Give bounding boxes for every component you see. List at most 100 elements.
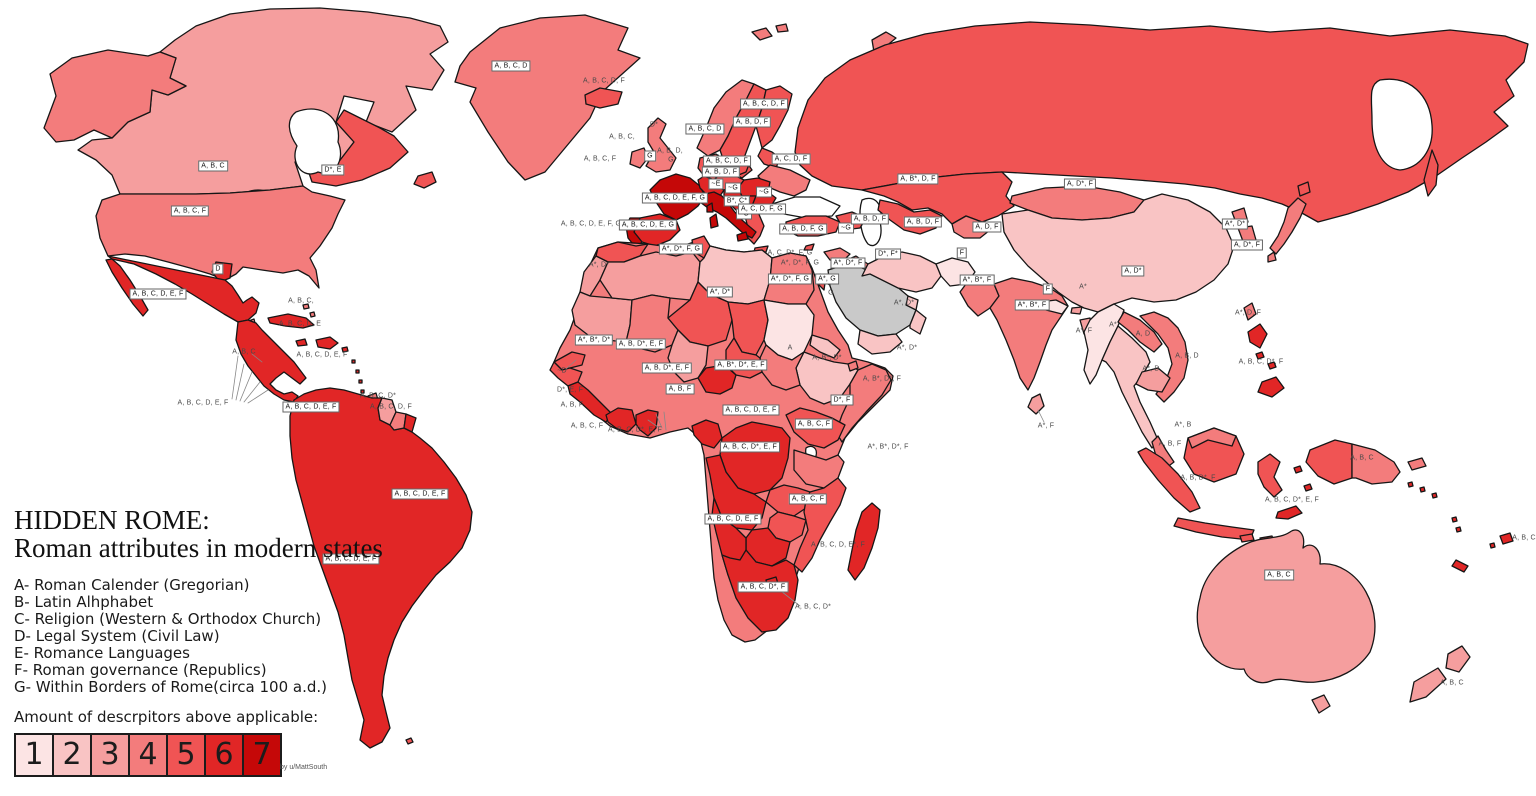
- region-cameroon: [697, 365, 737, 395]
- region-visayas-1: [1255, 351, 1265, 360]
- region-north-korea: [1231, 207, 1249, 229]
- region-antilles-2: [355, 369, 360, 374]
- region-visayas-2: [1267, 361, 1277, 370]
- region-ghana: [635, 409, 659, 437]
- descriptor-d: D- Legal System (Civil Law): [14, 626, 220, 645]
- scale-swatch-6: 6: [204, 732, 244, 777]
- region-lesser-sunda-1: [1239, 533, 1255, 543]
- region-cyprus: [803, 243, 815, 251]
- region-puerto-rico: [341, 346, 349, 353]
- region-cuba: [267, 313, 315, 329]
- descriptor-a: A- Roman Calender (Gregorian): [14, 575, 250, 594]
- region-sicily: [736, 231, 749, 242]
- region-new-britain: [1407, 457, 1427, 471]
- region-madagascar: [847, 502, 881, 581]
- region-djibouti: [847, 360, 859, 372]
- region-corsica: [706, 202, 714, 213]
- region-greenland: [454, 14, 641, 181]
- region-uk: [645, 117, 677, 173]
- region-bhutan: [1070, 306, 1083, 315]
- region-solomons-2: [1419, 486, 1426, 493]
- page-title: HIDDEN ROME:: [14, 505, 210, 535]
- scale-swatch-2: 2: [52, 732, 92, 777]
- scale-swatch-7: 7: [242, 732, 282, 777]
- region-turkey: [785, 215, 841, 237]
- region-japan-honshu: [1269, 197, 1307, 255]
- region-gabon-congo: [691, 419, 723, 449]
- descriptor-c: C- Religion (Western & Orthodox Church): [14, 609, 322, 628]
- region-cambodia: [1135, 367, 1171, 393]
- region-baja: [105, 258, 149, 317]
- region-egypt: [763, 252, 815, 305]
- region-oman: [909, 309, 927, 335]
- scale-swatch-4: 4: [128, 732, 168, 777]
- descriptor-g: G- Within Borders of Rome(circa 100 a.d.…: [14, 677, 327, 696]
- region-west-papua: [1305, 439, 1353, 485]
- region-new-caledonia: [1451, 559, 1469, 573]
- region-papua-new-guinea: [1351, 443, 1401, 485]
- region-svalbard-1: [751, 27, 773, 41]
- sea-of-okhotsk: [1370, 78, 1433, 171]
- region-jamaica: [295, 338, 308, 347]
- region-myanmar: [1083, 303, 1125, 385]
- region-alaska: [43, 49, 187, 143]
- region-newfoundland: [413, 171, 437, 189]
- descriptor-e: E- Romance Languages: [14, 643, 190, 662]
- region-svalbard-2: [775, 23, 789, 33]
- region-sumatra: [1137, 447, 1201, 513]
- page-subtitle: Roman attributes in modern states: [14, 533, 383, 564]
- region-bahamas-2: [309, 311, 316, 318]
- region-antilles-1: [351, 359, 356, 364]
- region-fiji: [1499, 532, 1514, 545]
- hudson-bay: [288, 108, 342, 175]
- region-nz-south: [1409, 667, 1447, 703]
- region-sakhalin: [1423, 149, 1439, 197]
- region-tasmania: [1311, 694, 1331, 714]
- region-vietnam: [1139, 311, 1189, 403]
- region-taiwan: [1243, 302, 1257, 321]
- legend-panel: HIDDEN ROME: Roman attributes in modern …: [14, 506, 383, 777]
- region-japan-kyushu: [1267, 251, 1277, 263]
- region-moluccas-2: [1303, 483, 1313, 492]
- region-baltics: [757, 147, 781, 169]
- region-sulawesi: [1257, 453, 1283, 498]
- region-antilles-4: [360, 389, 365, 394]
- region-borneo-malaysia: [1187, 427, 1237, 449]
- region-moluccas-1: [1293, 465, 1303, 474]
- region-sri-lanka: [1027, 393, 1045, 415]
- region-sardinia: [709, 213, 719, 229]
- region-france: [649, 173, 706, 221]
- region-mindanao: [1257, 376, 1285, 398]
- scale-swatch-1: 1: [14, 732, 54, 777]
- region-australia: [1196, 529, 1376, 684]
- region-uae: [905, 295, 919, 311]
- region-nz-north: [1445, 645, 1471, 673]
- region-usa: [95, 185, 346, 289]
- region-central-america: [235, 319, 307, 403]
- descriptor-b: B- Latin Alhphabet: [14, 592, 154, 611]
- region-east-timor: [1275, 505, 1303, 520]
- region-laos: [1117, 311, 1163, 353]
- region-eritrea: [809, 334, 841, 359]
- region-falklands: [405, 737, 414, 745]
- region-south-korea: [1237, 225, 1257, 245]
- black-sea: [771, 196, 841, 219]
- region-iran: [861, 251, 942, 293]
- region-french-guiana: [403, 413, 417, 433]
- region-iceland: [584, 87, 623, 109]
- region-suriname: [389, 411, 407, 431]
- region-yemen: [857, 329, 903, 355]
- region-antilles-3: [358, 379, 363, 384]
- region-ireland: [629, 147, 649, 169]
- region-kazakhstan: [861, 171, 1015, 225]
- scale-swatch-5: 5: [166, 732, 206, 777]
- region-luzon: [1247, 323, 1268, 349]
- region-ivory-coast: [605, 407, 637, 433]
- descriptor-list: A- Roman Calender (Gregorian) B- Latin Al…: [14, 575, 383, 696]
- region-solomons-3: [1431, 492, 1438, 499]
- region-vanuatu-1: [1451, 516, 1458, 523]
- region-bahamas-1: [302, 303, 310, 310]
- region-solomons-1: [1407, 481, 1414, 488]
- region-india: [989, 277, 1069, 391]
